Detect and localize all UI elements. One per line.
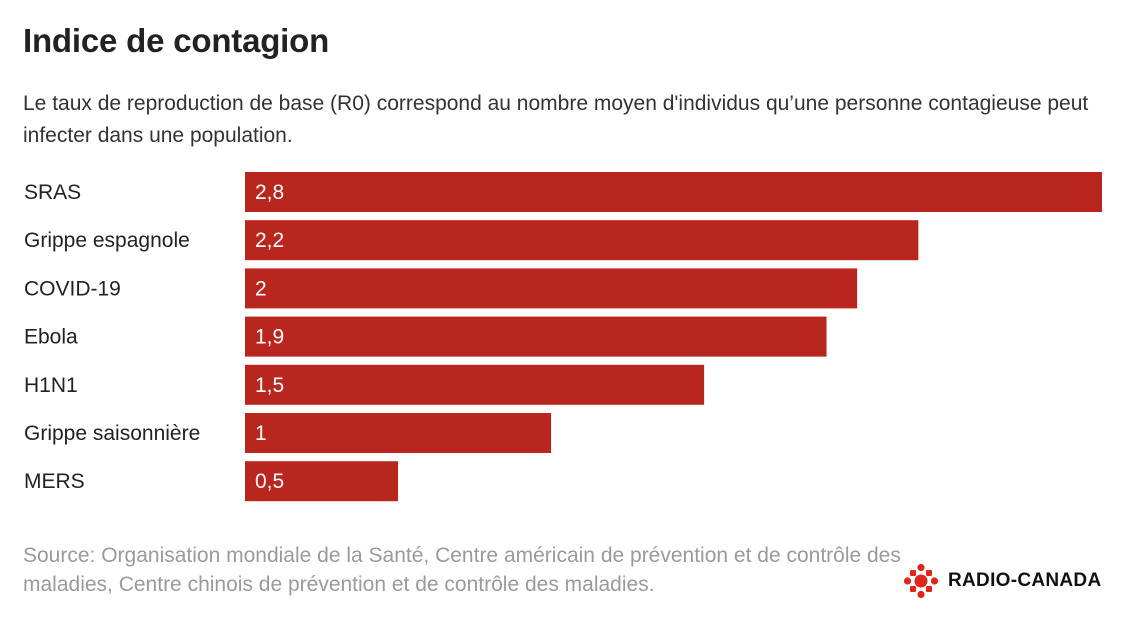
bar-sras — [245, 172, 1102, 212]
bar-ebola — [245, 316, 827, 357]
value-label-h1n1: 1,5 — [255, 374, 284, 397]
category-label-mers: MERS — [24, 470, 85, 493]
bar-grippe-espagnole — [245, 220, 919, 261]
value-label-ebola: 1,9 — [255, 326, 284, 349]
bar-mers — [245, 461, 399, 502]
source-note: Source: Organisation mondiale de la Sant… — [23, 544, 901, 596]
bar-h1n1 — [245, 364, 705, 405]
category-label-covid-19: COVID-19 — [24, 277, 121, 300]
chart-subtitle: Le taux de reproduction de base (R0) cor… — [23, 92, 1089, 147]
category-label-ebola: Ebola — [24, 326, 78, 349]
category-label-grippe-saisonniere: Grippe saisonnière — [24, 422, 200, 445]
chart-title: Indice de contagion — [23, 22, 330, 59]
category-label-h1n1: H1N1 — [24, 374, 78, 397]
value-label-grippe-espagnole: 2,2 — [255, 229, 284, 252]
radio-canada-icon — [903, 563, 939, 599]
value-label-covid-19: 2 — [255, 277, 267, 300]
category-label-sras: SRAS — [24, 181, 81, 204]
bar-covid-19 — [245, 268, 858, 309]
logo-wordmark: RADIO-CANADA — [948, 570, 1102, 591]
bar-chart: SRAS 2,8 Grippe espagnole 2,2 COVID-19 2 Ebola… — [24, 172, 1102, 502]
category-label-grippe-espagnole: Grippe espagnole — [24, 229, 190, 252]
bar-grippe-saisonniere — [245, 413, 552, 453]
value-label-grippe-saisonniere: 1 — [255, 422, 267, 445]
radio-canada-logo: RADIO-CANADA — [903, 563, 1101, 599]
value-label-sras: 2,8 — [255, 181, 284, 204]
value-label-mers: 0,5 — [255, 470, 284, 493]
